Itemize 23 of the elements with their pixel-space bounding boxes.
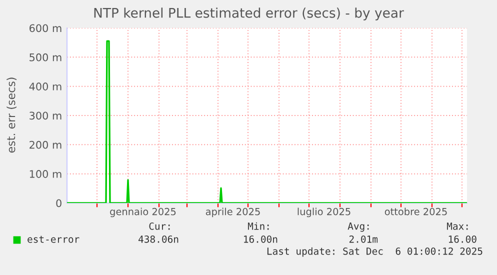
text: 16.00n [244,235,278,243]
text: 16.00 [448,235,476,243]
text: 438.06n [138,235,178,243]
y-tick-label: 200 m [30,140,62,149]
text: 2.01m [349,235,378,243]
text: Max: [446,222,468,230]
text: Avg: [348,222,369,232]
y-tick-label: 100 m [30,170,62,178]
x-tick-label: aprile 2025 [206,208,260,218]
x-tick-label: ottobre 2025 [384,208,447,216]
chart-title: NTP kernel PLL estimated error (secs) - by year [94,8,404,20]
text: Last update: Sat Dec 6 01:00:12 2025 [267,247,482,257]
y-tick-label: 300 m [30,112,62,120]
legend-label: est-error [28,236,80,243]
y-tick-label: 600 m [30,24,62,32]
y-axis-title: est. err (secs) [6,78,17,153]
x-tick-label: luglio 2025 [298,208,350,218]
text: Min: [248,222,269,230]
y-tick-label: 500 m [30,53,62,62]
y-tick-label: 0 [56,199,62,208]
x-tick-label: gennaio 2025 [110,208,176,218]
text: Cur: [149,222,170,230]
y-tick-label: 400 m [29,82,62,90]
